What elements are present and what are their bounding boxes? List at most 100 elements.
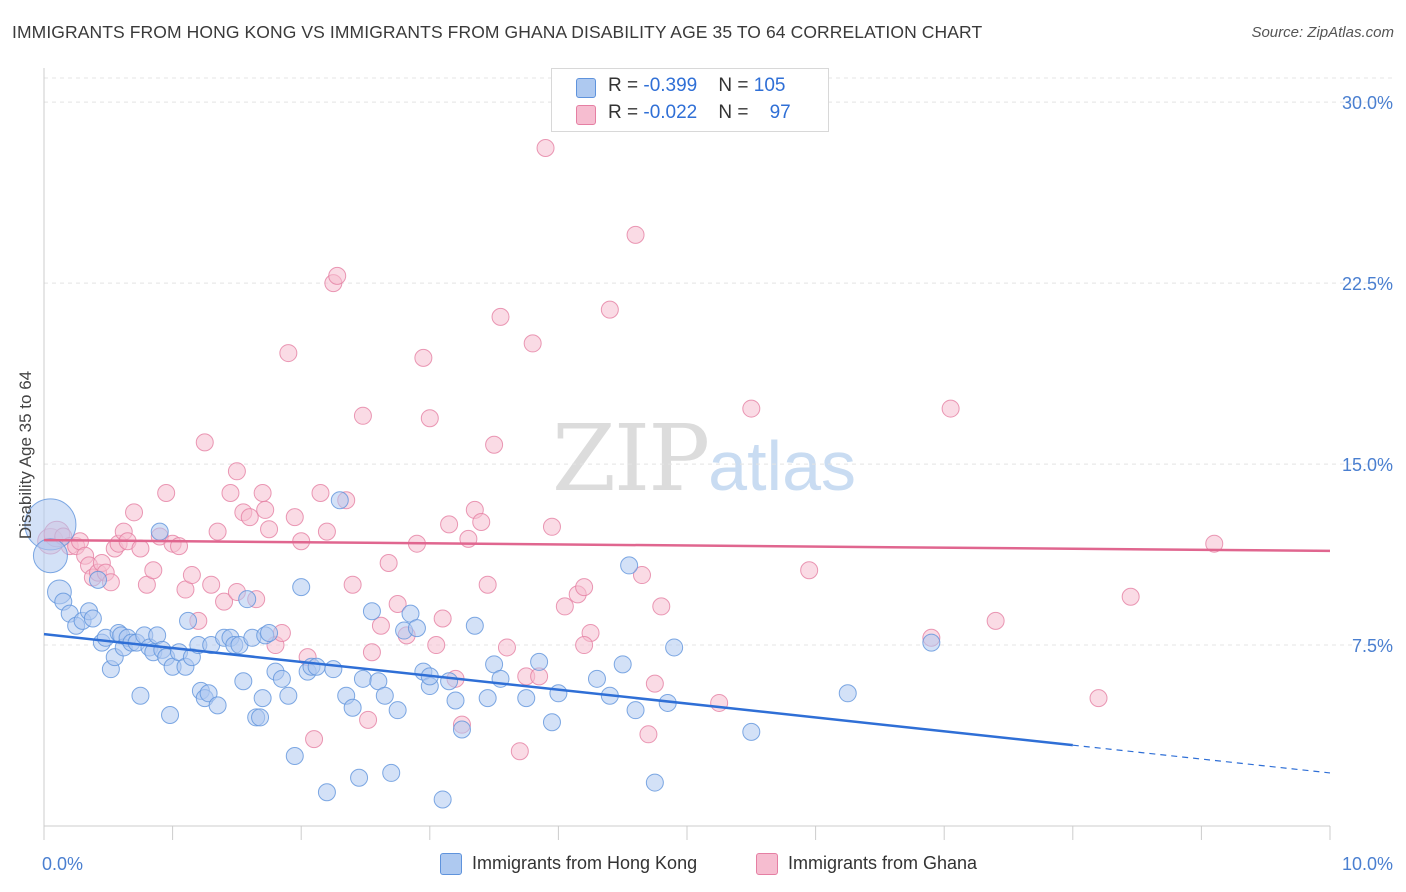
- hong-kong-point: [517, 689, 536, 708]
- grid-lines: [44, 77, 1395, 646]
- ghana-point: [652, 597, 671, 616]
- y-tick-label: 22.5%: [1342, 274, 1393, 294]
- hong-kong-point: [208, 696, 227, 715]
- hong-kong-point: [131, 686, 150, 705]
- hong-kong-point: [388, 701, 407, 720]
- hong-kong-point: [199, 684, 218, 703]
- hong-kong-point: [350, 768, 369, 787]
- watermark-atlas: atlas: [708, 427, 857, 505]
- y-tick-label: 15.0%: [1342, 455, 1393, 475]
- hong-kong-point: [251, 708, 270, 727]
- hong-kong-trend-line: [43, 632, 1073, 747]
- ghana-point: [125, 503, 144, 522]
- ghana-point: [202, 575, 221, 594]
- ghana-point: [379, 553, 398, 572]
- hong-kong-point: [272, 669, 291, 688]
- correlation-legend: R = -0.399 N = 105 R = -0.022 N = 97: [551, 68, 829, 132]
- ghana-point: [328, 266, 347, 285]
- ghana-point: [420, 409, 439, 428]
- ghana-point: [742, 399, 761, 418]
- ghana-point: [240, 508, 259, 527]
- hong-kong-point: [89, 570, 108, 589]
- ghana-point: [285, 508, 304, 527]
- x-tick-label: 10.0%: [1342, 854, 1393, 874]
- ghana-point: [343, 575, 362, 594]
- hong-kong-point: [285, 747, 304, 766]
- hong-kong-point: [626, 701, 645, 720]
- legend-r-value: -0.399: [643, 75, 698, 96]
- ghana-point: [639, 725, 658, 744]
- ghana-point: [440, 515, 459, 534]
- hong-kong-trend-extension: [1072, 744, 1331, 774]
- hong-kong-point: [382, 763, 401, 782]
- hong-kong-point: [446, 691, 465, 710]
- hong-kong-point: [362, 602, 381, 621]
- hong-kong-point: [838, 684, 857, 703]
- ghana-point: [491, 307, 510, 326]
- ghana-point: [215, 592, 234, 611]
- watermark: ZIPatlas: [552, 405, 856, 512]
- hong-kong-point: [234, 672, 253, 691]
- ghana-point: [478, 575, 497, 594]
- tick-labels: 7.5% 15.0% 22.5% 30.0% 0.0% 10.0%: [42, 93, 1393, 874]
- ghana-point: [311, 484, 330, 503]
- ghana-point: [279, 344, 298, 363]
- hong-kong-point: [253, 689, 272, 708]
- ghana-point: [645, 674, 664, 693]
- hong-kong-point: [330, 491, 349, 510]
- ghana-point: [941, 399, 960, 418]
- ghana-point: [536, 138, 555, 157]
- ghana-point: [523, 334, 542, 353]
- hong-kong-point: [161, 706, 180, 725]
- ghana-point: [542, 517, 561, 536]
- ghana-point: [260, 520, 279, 539]
- hong-kong-point: [343, 698, 362, 717]
- hong-kong-point: [260, 623, 279, 642]
- y-tick-label: 7.5%: [1352, 636, 1393, 656]
- trend-lines: [43, 538, 1331, 774]
- legend-r-value: -0.022: [643, 102, 698, 123]
- legend-n-value: 97: [769, 102, 791, 123]
- hong-kong-point: [922, 633, 941, 652]
- ghana-trend-line: [43, 538, 1331, 553]
- ghana-point: [497, 638, 516, 657]
- hong-kong-point: [742, 722, 761, 741]
- ghana-point: [600, 300, 619, 319]
- ghana-point: [986, 611, 1005, 630]
- ghana-point: [1121, 587, 1140, 606]
- ghana-point: [427, 636, 446, 655]
- ghana-point: [1205, 534, 1224, 553]
- ghana-point: [157, 484, 176, 503]
- chart-title: IMMIGRANTS FROM HONG KONG VS IMMIGRANTS …: [12, 22, 983, 42]
- legend-swatch-ghana: [576, 105, 596, 125]
- ghana-point: [800, 561, 819, 580]
- y-tick-label: 30.0%: [1342, 93, 1393, 113]
- ghana-point: [353, 406, 372, 425]
- hong-kong-point: [665, 638, 684, 657]
- ghana-point: [433, 609, 452, 628]
- ghana-point: [626, 225, 645, 244]
- ghana-point: [388, 595, 407, 614]
- hong-kong-points: [24, 491, 941, 809]
- watermark-zip: ZIP: [552, 405, 710, 512]
- hong-kong-point: [587, 669, 606, 688]
- source-label: Source: ZipAtlas.com: [1251, 24, 1394, 41]
- series-label-hong-kong: Immigrants from Hong Kong: [472, 853, 698, 873]
- hong-kong-point: [407, 619, 426, 638]
- axes: [43, 68, 1331, 840]
- ghana-point: [575, 636, 594, 655]
- hong-kong-point: [238, 590, 257, 609]
- series-swatch-ghana: [756, 853, 778, 875]
- hong-kong-point: [478, 689, 497, 708]
- ghana-point: [208, 522, 227, 541]
- hong-kong-point: [440, 672, 459, 691]
- y-axis-label: Disability Age 35 to 64: [16, 371, 35, 539]
- x-tick-label: 0.0%: [42, 854, 83, 874]
- hong-kong-point: [613, 655, 632, 674]
- ghana-point: [221, 484, 240, 503]
- series-label-ghana: Immigrants from Ghana: [788, 853, 978, 873]
- hong-kong-point: [530, 652, 549, 671]
- ghana-point: [227, 462, 246, 481]
- legend-r-label: R =: [608, 102, 644, 123]
